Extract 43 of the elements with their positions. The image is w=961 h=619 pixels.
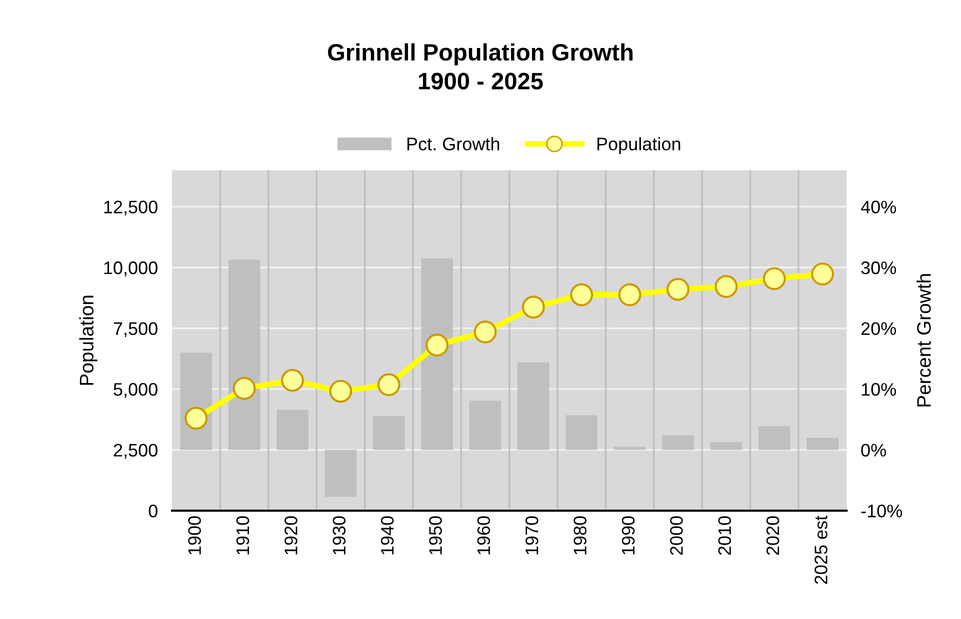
bar bbox=[710, 442, 742, 450]
bar bbox=[469, 400, 502, 450]
bar bbox=[758, 426, 790, 450]
x-tick-label: 1950 bbox=[429, 516, 442, 554]
y2-tick-label: 30% bbox=[861, 261, 896, 274]
y-tick-label: 5,000 bbox=[114, 383, 158, 398]
x-tick-label: 1980 bbox=[574, 516, 586, 554]
bar bbox=[372, 416, 405, 450]
y-tick-label: 0 bbox=[148, 504, 158, 518]
bar bbox=[276, 410, 308, 450]
x-tick-label: 1930 bbox=[332, 516, 346, 554]
y-tick-label: 12,500 bbox=[104, 200, 158, 216]
chart-title: Grinnell Population Growth 1900 - 2025 bbox=[328, 43, 633, 90]
legend-label: Pct. Growth bbox=[407, 137, 500, 150]
y-axis-title: Population bbox=[79, 296, 98, 385]
bar bbox=[806, 438, 838, 450]
bar bbox=[662, 435, 694, 450]
x-tick-label: 2025 est bbox=[814, 516, 828, 584]
bar bbox=[566, 415, 598, 450]
x-tick-label: 1920 bbox=[284, 516, 298, 554]
y-tick-label: 10,000 bbox=[104, 261, 158, 276]
legend-label: Population bbox=[597, 137, 680, 154]
x-tick-label: 1970 bbox=[525, 516, 538, 554]
x-tick-label: 1900 bbox=[188, 516, 201, 554]
y-tick-label: 2,500 bbox=[114, 444, 158, 459]
y-tick-label: 7,500 bbox=[114, 322, 158, 338]
bar bbox=[421, 258, 453, 450]
y2-tick-label: 10% bbox=[862, 383, 896, 396]
y2-axis-title: Percent Growth bbox=[916, 274, 931, 406]
y2-tick-label: 0% bbox=[861, 444, 886, 457]
x-tick-label: 1910 bbox=[236, 516, 250, 554]
bar bbox=[228, 260, 260, 450]
x-tick-label: 1990 bbox=[622, 516, 635, 554]
x-tick-label: 1940 bbox=[380, 516, 394, 554]
x-tick-label: 1960 bbox=[477, 516, 490, 554]
bar bbox=[324, 450, 357, 497]
bar bbox=[518, 362, 550, 450]
x-tick-label: 2000 bbox=[670, 516, 683, 555]
y2-tick-label: 20% bbox=[861, 322, 896, 336]
y2-tick-label: -10% bbox=[861, 504, 902, 518]
x-tick-label: 2020 bbox=[766, 516, 780, 555]
x-tick-label: 2010 bbox=[718, 516, 732, 555]
y2-tick-label: 40% bbox=[860, 200, 896, 214]
